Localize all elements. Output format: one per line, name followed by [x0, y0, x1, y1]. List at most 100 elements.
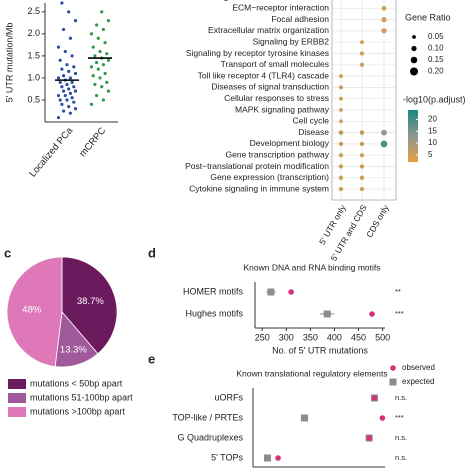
- data-point: [89, 102, 94, 106]
- data-point: [62, 89, 66, 93]
- row-label: Cell cycle: [293, 116, 330, 126]
- colorbar-label: 5: [428, 150, 433, 159]
- y-tick-label: 1.0: [27, 72, 40, 82]
- data-point: [100, 85, 104, 89]
- size-legend-key: [410, 67, 418, 76]
- data-point: [58, 98, 62, 102]
- category-label: Hughes motifs: [185, 308, 243, 318]
- color-legend-title: -log10(p.adjust): [403, 94, 466, 104]
- data-point: [103, 41, 107, 45]
- size-legend-key: [412, 35, 416, 39]
- significance: **: [395, 287, 401, 296]
- observed-marker: [371, 395, 378, 401]
- row-label: Gene expression (transcription): [210, 172, 329, 182]
- panel-title: Known translational regulatory elements: [236, 368, 387, 378]
- y-tick-label: 2.5: [27, 6, 40, 16]
- bubble: [381, 28, 387, 34]
- data-point: [98, 49, 102, 54]
- data-point: [60, 1, 64, 5]
- size-legend-key: [410, 56, 418, 64]
- data-point: [70, 54, 74, 58]
- data-point: [70, 80, 74, 84]
- bubble: [338, 175, 344, 180]
- slice-label: 13.3%: [60, 344, 87, 355]
- y-tick-label: 2.0: [27, 28, 40, 38]
- bubble: [338, 85, 344, 90]
- data-point: [91, 45, 95, 49]
- data-point: [68, 91, 72, 95]
- data-point: [101, 27, 105, 32]
- data-point: [73, 71, 78, 76]
- data-point: [67, 69, 71, 73]
- bubble: [359, 175, 365, 180]
- x-tick-label: 250: [255, 332, 270, 342]
- legend-label: expected: [402, 377, 434, 386]
- row-label: Signaling by ERBB2: [252, 36, 329, 46]
- panel-label: c: [4, 245, 11, 260]
- data-point: [65, 98, 69, 102]
- size-legend-label: 0.20: [428, 67, 444, 76]
- x-tick-label: 450: [351, 332, 366, 342]
- legend-label: mutations 51-100bp apart: [30, 392, 133, 402]
- data-point: [105, 80, 109, 84]
- data-point: [60, 102, 64, 106]
- x-tick-label: 500: [375, 332, 390, 342]
- legend-label: observed: [402, 363, 435, 372]
- category-label: HOMER motifs: [183, 286, 244, 296]
- significance: ***: [395, 309, 404, 318]
- x-axis-label: No. of 5' UTR mutations: [272, 345, 368, 355]
- row-label: Extracellular matrix organization: [208, 25, 329, 35]
- legend-key: [389, 378, 397, 386]
- bubble: [359, 187, 365, 192]
- data-point: [101, 63, 105, 67]
- data-point: [98, 76, 102, 80]
- expected-marker: [267, 288, 275, 296]
- row-label: Development biology: [250, 138, 330, 148]
- data-point: [67, 10, 71, 14]
- data-point: [91, 74, 95, 78]
- legend-swatch: [8, 379, 26, 389]
- bubble: [339, 74, 343, 78]
- significance: n.s.: [395, 393, 407, 402]
- x-tick-label: mCRPC: [77, 125, 108, 159]
- data-point: [106, 89, 111, 93]
- data-point: [62, 27, 66, 32]
- data-point: [106, 19, 111, 23]
- legend-key: [390, 365, 396, 371]
- data-point: [58, 80, 62, 84]
- data-point: [105, 52, 109, 56]
- data-point: [100, 10, 104, 14]
- category-label: TOP-like / PRTEs: [172, 412, 243, 422]
- x-tick-label: 400: [327, 332, 342, 342]
- category-label: uORFs: [214, 392, 243, 402]
- data-point: [89, 65, 94, 69]
- data-point: [60, 85, 64, 89]
- data-point: [56, 115, 61, 120]
- data-point: [73, 89, 78, 93]
- size-legend-label: 0.10: [428, 44, 444, 53]
- panel-label: e: [148, 351, 155, 366]
- bubble: [360, 40, 364, 45]
- size-legend-key: [411, 45, 417, 52]
- data-point: [67, 104, 71, 109]
- bubble: [338, 130, 344, 135]
- slice-label: 38.7%: [77, 296, 104, 307]
- data-point: [106, 58, 111, 62]
- data-point: [67, 87, 71, 91]
- data-point: [65, 82, 69, 87]
- expected-marker: [300, 414, 308, 422]
- row-label: Toll like receptor 4 (TLR4) cascade: [198, 70, 330, 80]
- bubble: [359, 164, 365, 169]
- bubble: [338, 164, 344, 169]
- row-label: Diseases of signal transduction: [211, 82, 329, 92]
- bubble: [359, 130, 365, 135]
- bubble: [338, 153, 344, 158]
- data-point: [72, 100, 76, 104]
- observed-marker: [379, 415, 386, 421]
- observed-marker: [288, 289, 294, 295]
- bubble: [381, 5, 387, 11]
- data-point: [60, 67, 64, 71]
- panel-title: Known DNA and RNA binding motifs: [243, 262, 380, 272]
- bubble: [338, 141, 344, 147]
